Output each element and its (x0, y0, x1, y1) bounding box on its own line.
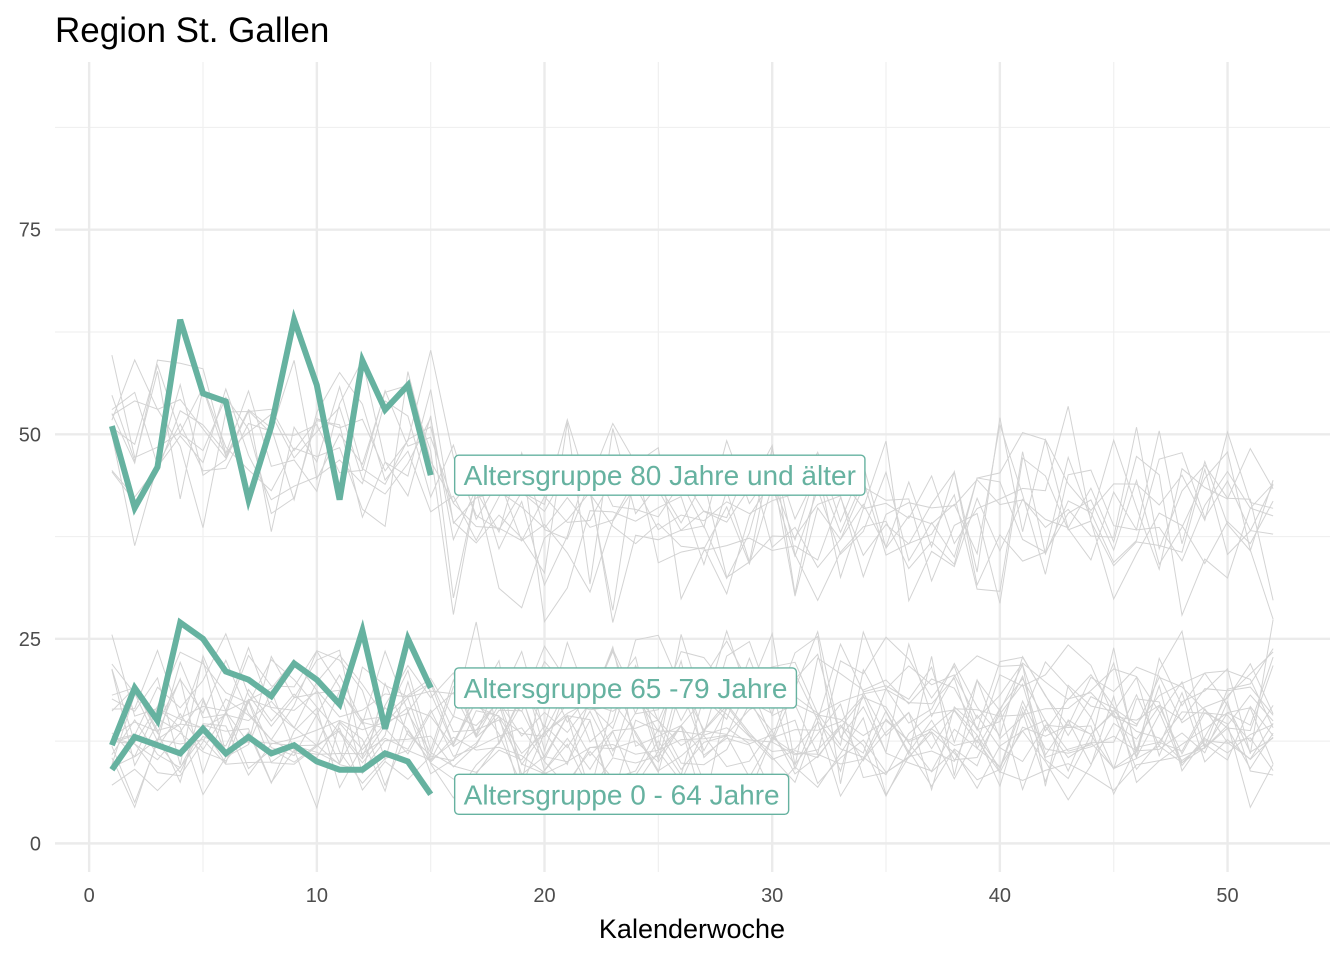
series-labels: Altersgruppe 80 Jahre und älter Altersgru… (453, 454, 866, 815)
highlight-lines (109, 308, 434, 797)
x-axis-ticks: 0 10 20 30 40 50 (84, 885, 1239, 907)
background-series-line (111, 690, 1274, 805)
y-tick-label: 50 (19, 424, 41, 446)
chart-title: Region St. Gallen (55, 11, 329, 50)
series-label-box (453, 773, 790, 815)
x-tick-label: 10 (306, 885, 328, 907)
y-tick-label: 25 (19, 629, 41, 651)
background-series-line (111, 371, 1274, 623)
x-axis-title: Kalenderwoche (599, 914, 785, 944)
background-series-line (111, 354, 1274, 597)
background-series-line (111, 358, 1274, 594)
highlight-series-line (109, 724, 434, 797)
background-series-line (111, 382, 1274, 602)
y-tick-label: 0 (30, 833, 41, 855)
x-tick-label: 30 (761, 885, 783, 907)
x-tick-label: 40 (989, 885, 1011, 907)
background-series-line (111, 621, 1274, 760)
series-label: Altersgruppe 65 -79 Jahre (464, 673, 788, 704)
background-series-line (111, 350, 1274, 623)
background-lines (111, 350, 1274, 810)
background-series-line (111, 693, 1274, 796)
series-label-box (453, 667, 798, 709)
background-series-line (111, 636, 1274, 771)
background-series-line (111, 389, 1274, 592)
series-label: Altersgruppe 0 - 64 Jahre (464, 779, 780, 810)
y-tick-label: 75 (19, 220, 41, 242)
background-series-line (111, 689, 1274, 810)
background-series-line (111, 701, 1274, 809)
x-tick-label: 50 (1216, 885, 1238, 907)
series-label-box (453, 454, 866, 496)
y-axis-ticks: 0 25 50 75 (19, 220, 41, 856)
x-tick-label: 0 (84, 885, 95, 907)
highlight-series-line (109, 617, 434, 747)
x-tick-label: 20 (533, 885, 555, 907)
background-series-line (111, 358, 1274, 611)
series-label: Altersgruppe 80 Jahre und älter (464, 460, 856, 491)
background-series-line (111, 387, 1274, 572)
highlight-series-line (109, 308, 434, 516)
